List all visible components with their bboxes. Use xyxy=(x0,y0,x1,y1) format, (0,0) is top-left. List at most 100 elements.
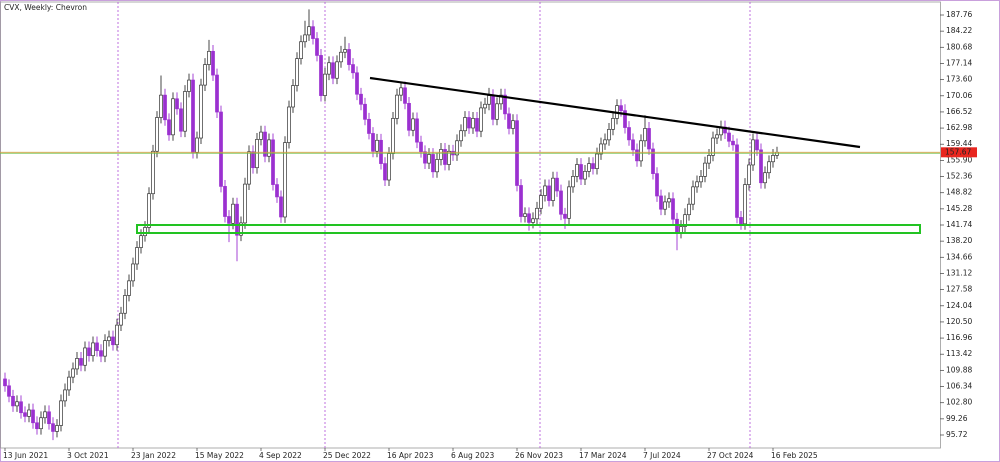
candle-body xyxy=(323,73,327,96)
candle-body xyxy=(707,155,711,164)
y-tick-label: 102.80 xyxy=(946,398,972,407)
candle-body xyxy=(139,235,143,248)
y-tick-label: 148.82 xyxy=(946,188,972,197)
candle-body xyxy=(767,161,771,174)
candle-body xyxy=(279,196,283,218)
candle-body xyxy=(591,163,595,169)
candle-body xyxy=(715,134,719,139)
candle-body xyxy=(619,105,623,111)
candle-body xyxy=(703,162,707,177)
candle-body xyxy=(463,117,467,132)
candle-body xyxy=(247,151,251,185)
y-tick-label: 141.74 xyxy=(946,220,972,229)
candle-body xyxy=(295,58,299,86)
candle-body xyxy=(43,411,47,419)
candle-body xyxy=(339,51,343,63)
candle-body xyxy=(367,118,371,134)
candle-body xyxy=(399,87,403,96)
candle-body xyxy=(391,118,395,154)
trend-line xyxy=(369,76,861,149)
candle-body xyxy=(215,74,219,113)
candle-body xyxy=(683,214,687,227)
candle-body xyxy=(287,106,291,143)
candle-body xyxy=(71,368,75,378)
candle-body xyxy=(11,395,15,407)
candle-body xyxy=(267,139,271,157)
x-tick-label: 15 May 2022 xyxy=(195,451,244,460)
candle-body xyxy=(83,347,87,366)
candle-body xyxy=(135,247,139,265)
x-tick-label: 16 Feb 2025 xyxy=(771,451,818,460)
candle-body xyxy=(59,400,63,426)
y-tick-label: 166.52 xyxy=(946,107,972,116)
candle-body xyxy=(131,263,135,282)
candle-body xyxy=(739,217,743,225)
candle-body xyxy=(199,84,203,139)
candle-body xyxy=(7,385,11,397)
candle-body xyxy=(651,148,655,174)
candle-body xyxy=(623,110,627,128)
candle-body xyxy=(407,102,411,131)
candle-body xyxy=(219,111,223,187)
candle-body xyxy=(283,142,287,218)
candle-body xyxy=(695,181,699,188)
candle-body xyxy=(411,118,415,131)
candle-body xyxy=(711,137,715,156)
candle-body xyxy=(691,186,695,205)
candle-body xyxy=(607,129,611,141)
candle-body xyxy=(151,150,155,195)
candle-body xyxy=(159,94,163,118)
candle-body xyxy=(555,177,559,192)
candle-body xyxy=(271,139,275,185)
candle-body xyxy=(311,26,315,39)
candle-body xyxy=(627,127,631,141)
candle-body xyxy=(167,119,171,136)
candle-body xyxy=(599,143,603,155)
candle-body xyxy=(455,140,459,156)
candle-body xyxy=(419,141,423,153)
candle-body xyxy=(587,163,591,172)
y-tick-label: 170.06 xyxy=(946,91,972,100)
candle-body xyxy=(687,203,691,216)
y-tick-label: 113.42 xyxy=(946,349,972,358)
candle-body xyxy=(55,425,59,432)
candle-body xyxy=(127,280,131,296)
candle-body xyxy=(551,177,555,201)
candle-body xyxy=(319,55,323,96)
candle-body xyxy=(579,164,583,180)
candle-body xyxy=(567,186,571,219)
y-tick-label: 120.50 xyxy=(946,317,972,326)
candle-body xyxy=(111,336,115,346)
candle-body xyxy=(231,203,235,224)
candle-body xyxy=(483,103,487,109)
candle-body xyxy=(291,85,295,108)
candle-body xyxy=(263,131,267,157)
candle-body xyxy=(275,184,279,198)
candle-body xyxy=(647,128,651,150)
candle-body xyxy=(543,185,547,196)
candle-body xyxy=(107,336,111,341)
candle-body xyxy=(495,103,499,120)
y-tick-label: 134.66 xyxy=(946,252,972,261)
candle-body xyxy=(347,49,351,65)
candle-body xyxy=(563,213,567,219)
candle-body xyxy=(75,358,79,370)
candle-body xyxy=(427,154,431,164)
candle-body xyxy=(499,94,503,105)
candle-body xyxy=(503,94,507,115)
x-tick-label: 3 Oct 2021 xyxy=(67,451,109,460)
y-tick-label: 116.96 xyxy=(946,333,972,342)
candle-body xyxy=(435,159,439,173)
candle-body xyxy=(523,213,527,217)
candle-body xyxy=(731,140,735,146)
candle-body xyxy=(635,149,639,162)
x-tick-label: 16 Apr 2023 xyxy=(387,451,434,460)
chart-title: CVX, Weekly: Chevron xyxy=(4,3,87,12)
support-zone xyxy=(136,224,921,234)
candle-body xyxy=(771,155,775,163)
candle-body xyxy=(79,358,83,366)
candle-body xyxy=(447,150,451,165)
candle-body xyxy=(571,176,575,188)
candle-body xyxy=(643,128,647,142)
